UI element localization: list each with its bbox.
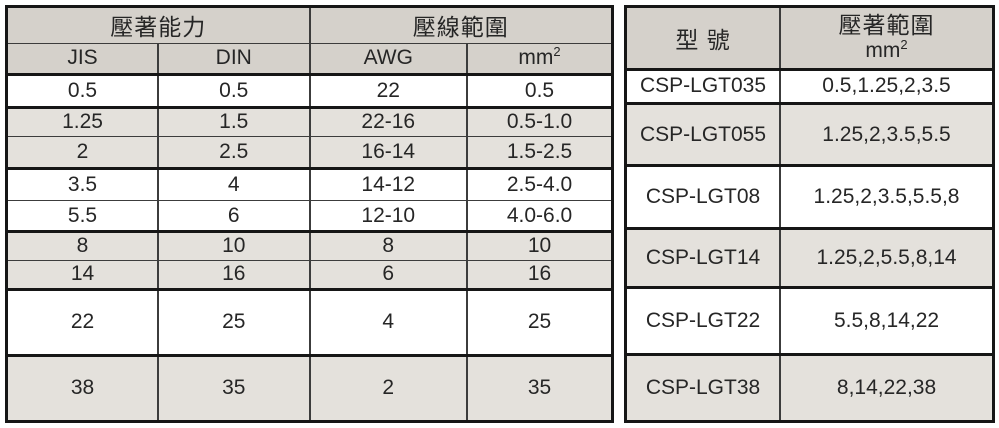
table-row: 5.5 6 12-10 4.0-6.0 bbox=[5, 200, 614, 233]
cell-model: CSP-LGT14 bbox=[624, 228, 782, 289]
cell-din: 10 bbox=[157, 231, 311, 262]
table-row: 1.25 1.5 22-16 0.5-1.0 bbox=[5, 107, 614, 138]
table-row: CSP-LGT22 5.5,8,14,22 bbox=[624, 287, 995, 356]
cell-awg: 2 bbox=[308, 355, 469, 422]
group-header-row: 壓著能力 壓線範圍 bbox=[5, 6, 614, 44]
cell-mm2: 10 bbox=[466, 231, 614, 262]
cell-mm2: 35 bbox=[466, 355, 614, 422]
table-row: 0.5 0.5 22 0.5 bbox=[5, 74, 614, 109]
cell-awg: 22-16 bbox=[308, 107, 469, 138]
crimp-capacity-table: 壓著能力 壓線範圍 JIS DIN AWG mm2 0.5 0.5 22 0.5… bbox=[5, 5, 614, 423]
cell-awg: 22 bbox=[308, 74, 469, 109]
cell-din: 1.5 bbox=[157, 107, 311, 138]
cell-model: CSP-LGT22 bbox=[624, 287, 782, 356]
cell-din: 25 bbox=[157, 289, 311, 357]
table-row: CSP-LGT14 1.25,2,5.5,8,14 bbox=[624, 228, 995, 289]
table-row: 22 25 4 25 bbox=[5, 289, 614, 357]
cell-awg: 16-14 bbox=[308, 136, 469, 170]
cell-range: 5.5,8,14,22 bbox=[779, 287, 995, 356]
cell-awg: 12-10 bbox=[308, 200, 469, 233]
cell-range: 1.25,2,5.5,8,14 bbox=[779, 228, 995, 289]
cell-mm2: 4.0-6.0 bbox=[466, 200, 614, 233]
cell-din: 2.5 bbox=[157, 136, 311, 170]
cell-awg: 14-12 bbox=[308, 168, 469, 202]
cell-mm2: 16 bbox=[466, 260, 614, 291]
cell-jis: 2 bbox=[5, 136, 159, 170]
column-header-model: 型 號 bbox=[624, 6, 782, 71]
crimp-range-unit: mm2 bbox=[865, 36, 908, 62]
cell-mm2: 2.5-4.0 bbox=[466, 168, 614, 202]
cell-awg: 8 bbox=[308, 231, 469, 262]
cell-model: CSP-LGT055 bbox=[624, 103, 782, 167]
cell-mm2: 0.5 bbox=[466, 74, 614, 109]
superscript-2: 2 bbox=[553, 44, 561, 60]
table-row: 38 35 2 35 bbox=[5, 355, 614, 422]
column-header-jis: JIS bbox=[5, 43, 159, 77]
table-row: CSP-LGT38 8,14,22,38 bbox=[624, 354, 995, 422]
cell-din: 0.5 bbox=[157, 74, 311, 109]
cell-mm2: 1.5-2.5 bbox=[466, 136, 614, 170]
column-header-crimp-range: 壓著範圍 mm2 bbox=[779, 6, 995, 71]
table-row: 14 16 6 16 bbox=[5, 260, 614, 291]
cell-din: 16 bbox=[157, 260, 311, 291]
cell-din: 35 bbox=[157, 355, 311, 422]
cell-awg: 6 bbox=[308, 260, 469, 291]
cell-din: 4 bbox=[157, 168, 311, 202]
cell-range: 1.25,2,3.5,5.5,8 bbox=[779, 165, 995, 230]
cell-awg: 4 bbox=[308, 289, 469, 357]
cell-din: 6 bbox=[157, 200, 311, 233]
cell-range: 1.25,2,3.5,5.5 bbox=[779, 103, 995, 167]
column-header-row: 型 號 壓著範圍 mm2 bbox=[624, 6, 995, 71]
table-row: 2 2.5 16-14 1.5-2.5 bbox=[5, 136, 614, 170]
cell-model: CSP-LGT08 bbox=[624, 165, 782, 230]
column-header-din: DIN bbox=[157, 43, 311, 77]
crimp-range-label: 壓著範圍 bbox=[838, 12, 935, 39]
cell-range: 0.5,1.25,2,3.5 bbox=[779, 69, 995, 106]
cell-mm2: 0.5-1.0 bbox=[466, 107, 614, 138]
cell-jis: 14 bbox=[5, 260, 159, 291]
table-row: 3.5 4 14-12 2.5-4.0 bbox=[5, 168, 614, 202]
cell-mm2: 25 bbox=[466, 289, 614, 357]
cell-jis: 0.5 bbox=[5, 74, 159, 109]
column-header-awg: AWG bbox=[308, 43, 469, 77]
column-header-mm2: mm2 bbox=[466, 43, 614, 77]
table-row: CSP-LGT055 1.25,2,3.5,5.5 bbox=[624, 103, 995, 167]
group-header-wire-range: 壓線範圍 bbox=[308, 6, 614, 44]
cell-jis: 38 bbox=[5, 355, 159, 422]
cell-jis: 5.5 bbox=[5, 200, 159, 233]
cell-jis: 8 bbox=[5, 231, 159, 262]
table-row: CSP-LGT08 1.25,2,3.5,5.5,8 bbox=[624, 165, 995, 230]
cell-jis: 22 bbox=[5, 289, 159, 357]
cell-jis: 3.5 bbox=[5, 168, 159, 202]
cell-range: 8,14,22,38 bbox=[779, 354, 995, 422]
cell-model: CSP-LGT38 bbox=[624, 354, 782, 422]
table-row: 8 10 8 10 bbox=[5, 231, 614, 262]
table-row: CSP-LGT035 0.5,1.25,2,3.5 bbox=[624, 69, 995, 106]
group-header-crimp-capacity: 壓著能力 bbox=[5, 6, 311, 44]
cell-model: CSP-LGT035 bbox=[624, 69, 782, 106]
model-range-table: 型 號 壓著範圍 mm2 CSP-LGT035 0.5,1.25,2,3.5 C… bbox=[624, 5, 995, 423]
column-header-row: JIS DIN AWG mm2 bbox=[5, 43, 614, 77]
cell-jis: 1.25 bbox=[5, 107, 159, 138]
superscript-2: 2 bbox=[900, 36, 908, 52]
